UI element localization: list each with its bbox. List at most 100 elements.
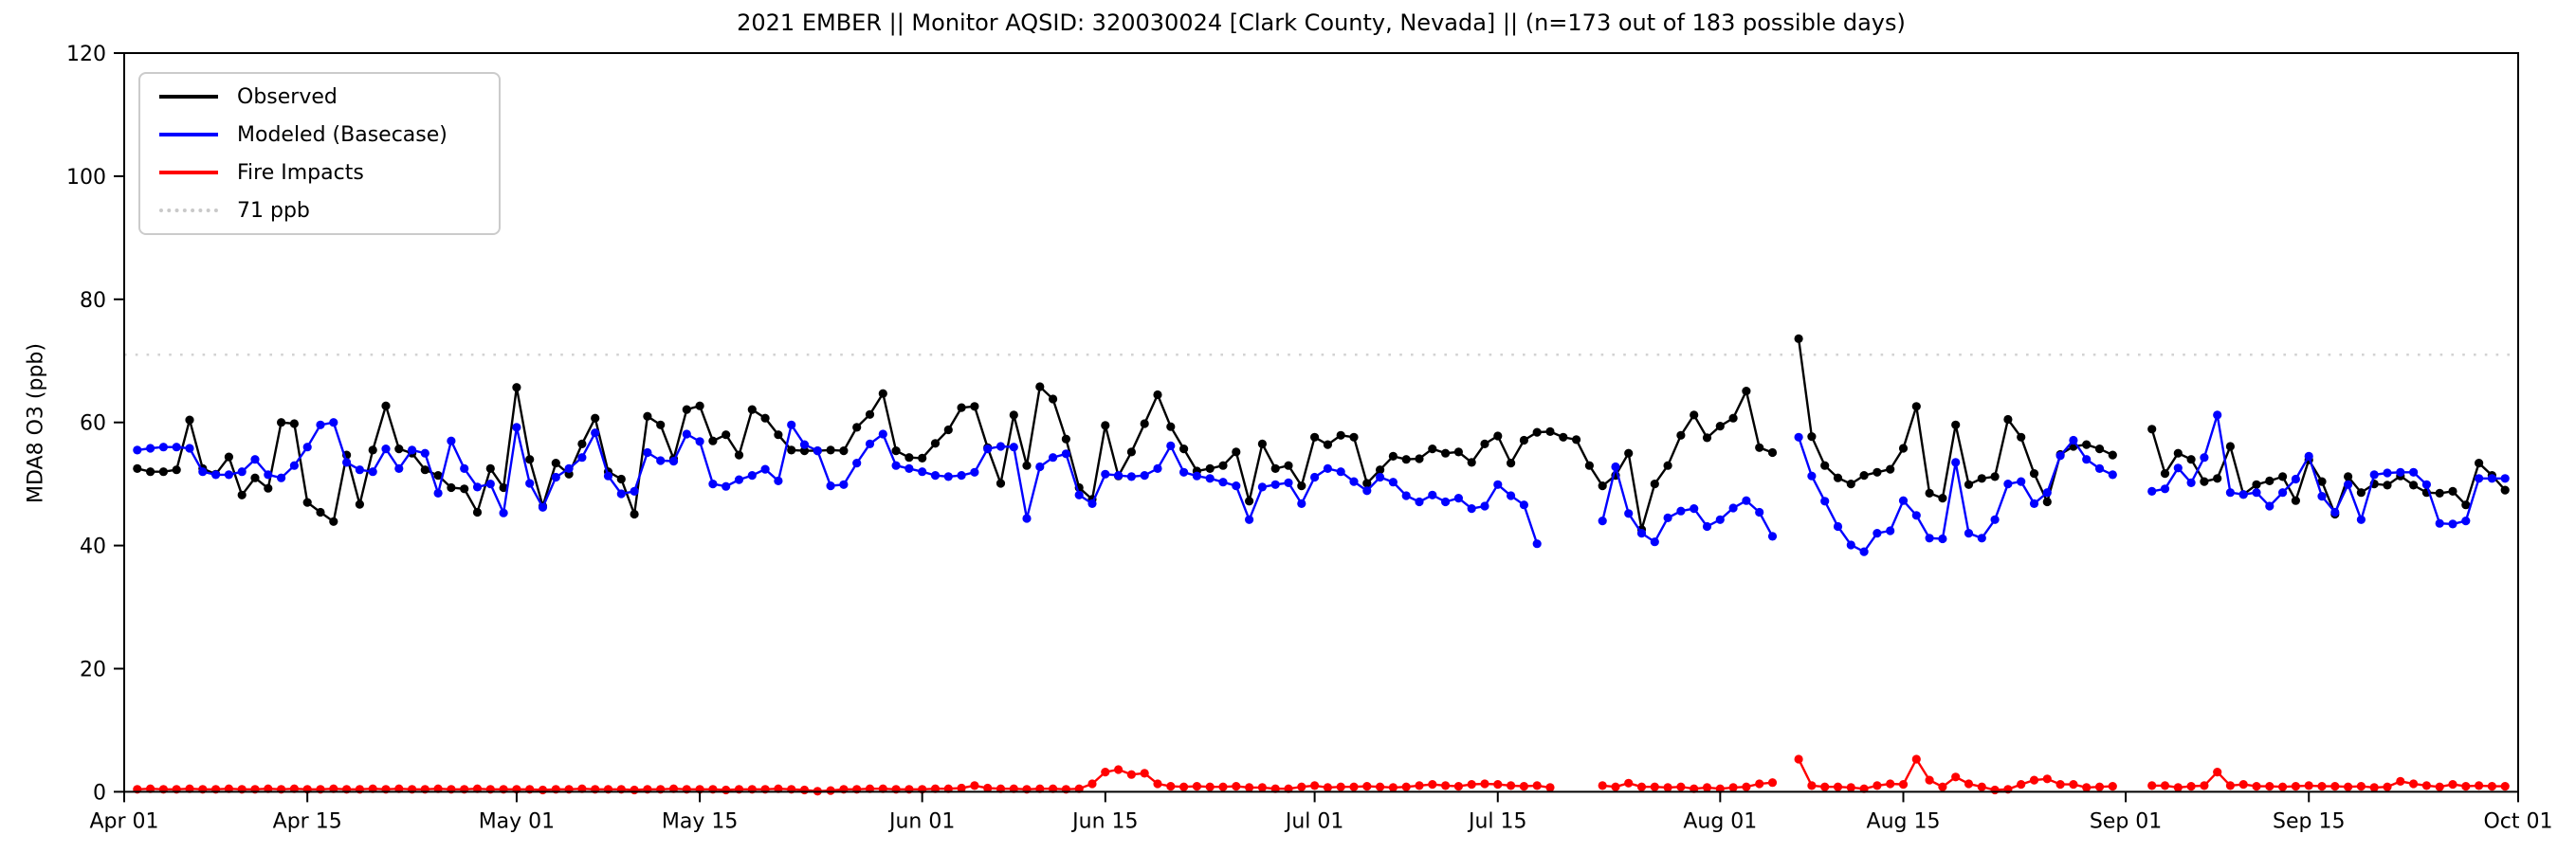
data-point bbox=[551, 472, 560, 482]
data-point bbox=[1898, 444, 1909, 453]
data-point bbox=[1310, 432, 1320, 442]
data-point bbox=[133, 445, 142, 455]
data-point bbox=[394, 445, 404, 454]
data-point bbox=[1873, 529, 1882, 538]
data-point bbox=[1663, 513, 1672, 523]
data-point bbox=[1480, 779, 1489, 789]
x-tick-label: Jun 15 bbox=[1070, 809, 1138, 833]
data-point bbox=[525, 455, 535, 464]
data-point bbox=[1728, 413, 1738, 423]
data-point bbox=[656, 456, 666, 465]
data-point bbox=[2069, 780, 2078, 789]
data-point bbox=[2330, 782, 2340, 791]
data-point bbox=[957, 471, 966, 481]
data-point bbox=[2356, 515, 2366, 524]
data-point bbox=[2173, 463, 2183, 473]
data-point bbox=[1376, 465, 1385, 475]
data-point bbox=[277, 418, 286, 427]
data-point bbox=[1061, 449, 1070, 459]
data-point bbox=[2475, 781, 2484, 790]
data-point bbox=[1362, 479, 1372, 488]
data-point bbox=[970, 467, 979, 477]
y-tick-label: 20 bbox=[80, 659, 106, 682]
data-point bbox=[2225, 781, 2235, 790]
data-point bbox=[787, 445, 796, 455]
data-point bbox=[668, 457, 679, 466]
observed-line-icon bbox=[159, 95, 218, 99]
data-point bbox=[1205, 474, 1215, 483]
data-point bbox=[1951, 772, 1961, 782]
data-point bbox=[2356, 782, 2366, 791]
data-point bbox=[630, 509, 639, 519]
data-point bbox=[2500, 782, 2510, 791]
data-point bbox=[381, 445, 391, 454]
data-point bbox=[1061, 434, 1070, 444]
data-point bbox=[2383, 481, 2392, 490]
data-point bbox=[2082, 455, 2092, 464]
data-point bbox=[1715, 422, 1725, 431]
data-point bbox=[1441, 781, 1451, 790]
data-point bbox=[2173, 783, 2183, 792]
data-point bbox=[2291, 474, 2300, 484]
data-point bbox=[2160, 781, 2170, 790]
legend-entry-threshold: 71 ppb bbox=[140, 199, 499, 223]
data-point bbox=[996, 479, 1006, 488]
data-point bbox=[2069, 435, 2078, 445]
data-point bbox=[2029, 775, 2039, 785]
data-point bbox=[1441, 497, 1451, 507]
data-point bbox=[172, 465, 181, 475]
data-point bbox=[2147, 781, 2157, 790]
data-point bbox=[2173, 448, 2183, 458]
data-point bbox=[2186, 782, 2196, 791]
data-point bbox=[774, 430, 783, 440]
data-point bbox=[2252, 488, 2261, 498]
data-point bbox=[408, 445, 417, 455]
data-point bbox=[1545, 426, 1555, 436]
data-point bbox=[2317, 477, 2327, 486]
data-point bbox=[1507, 491, 1516, 500]
data-point bbox=[2396, 776, 2405, 787]
data-point bbox=[1559, 432, 1568, 442]
data-point bbox=[2200, 453, 2209, 463]
data-point bbox=[394, 463, 404, 473]
data-point bbox=[460, 463, 469, 473]
data-point bbox=[485, 480, 495, 489]
data-point bbox=[1336, 782, 1345, 791]
data-point bbox=[1493, 480, 1503, 489]
data-point bbox=[264, 470, 273, 480]
data-point bbox=[2238, 780, 2248, 789]
data-point bbox=[2017, 780, 2026, 789]
data-point bbox=[1742, 782, 1751, 791]
data-point bbox=[1284, 478, 1293, 487]
data-point bbox=[2186, 455, 2196, 464]
data-point bbox=[1022, 514, 1032, 523]
data-point bbox=[2356, 488, 2366, 498]
data-point bbox=[499, 508, 508, 517]
data-point bbox=[1376, 472, 1385, 482]
data-point bbox=[1990, 472, 2000, 481]
data-point bbox=[1401, 455, 1411, 464]
data-point bbox=[1218, 461, 1228, 470]
data-point bbox=[250, 455, 260, 464]
y-tick-label: 0 bbox=[93, 781, 106, 805]
data-point bbox=[1349, 432, 1359, 442]
data-point bbox=[878, 389, 887, 398]
data-point bbox=[1349, 477, 1359, 486]
data-point bbox=[1964, 529, 1974, 538]
data-point bbox=[2317, 782, 2327, 791]
legend-entry-fire: Fire Impacts bbox=[140, 161, 499, 185]
data-point bbox=[1257, 439, 1267, 448]
data-point bbox=[1807, 471, 1817, 481]
data-point bbox=[996, 442, 1006, 451]
data-point bbox=[2225, 488, 2235, 498]
data-point bbox=[1179, 467, 1189, 477]
data-point bbox=[1192, 471, 1201, 481]
data-point bbox=[708, 480, 718, 489]
data-point bbox=[1232, 782, 1241, 791]
data-point bbox=[2344, 472, 2353, 481]
series-line-observed bbox=[1797, 338, 2113, 505]
data-point bbox=[2055, 451, 2065, 461]
data-point bbox=[433, 471, 443, 481]
data-point bbox=[2186, 478, 2196, 487]
data-point bbox=[1676, 782, 1686, 791]
